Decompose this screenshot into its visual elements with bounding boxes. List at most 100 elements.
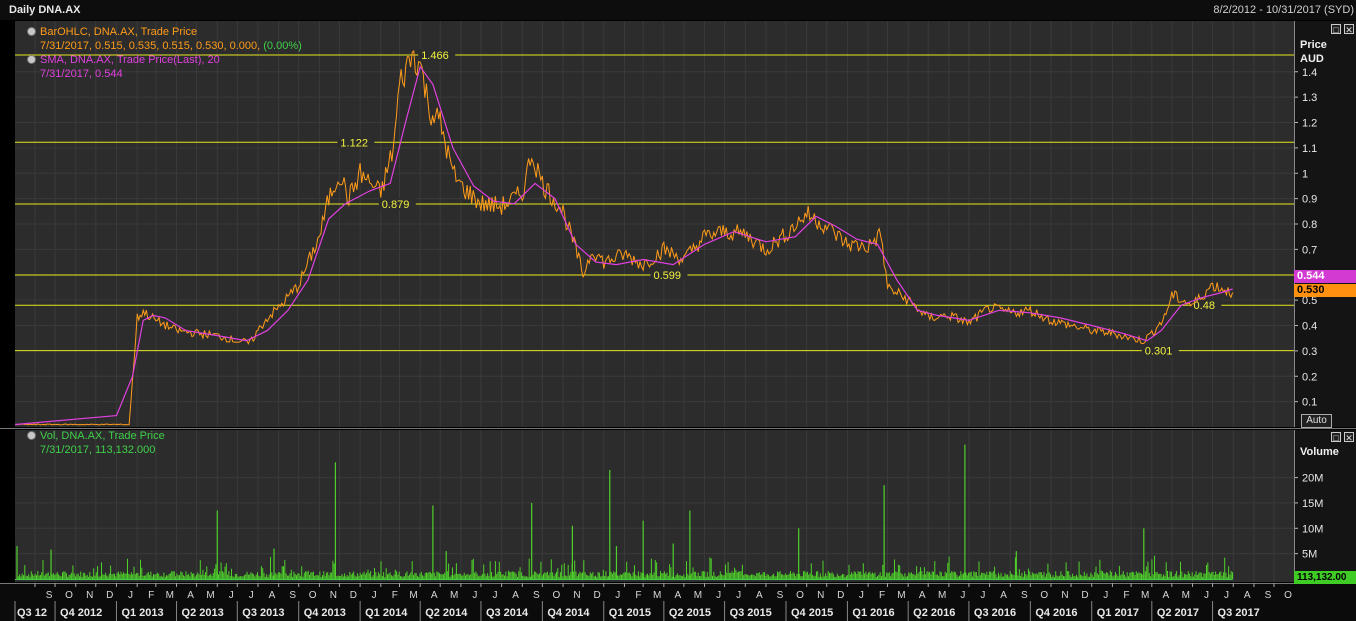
quarter-label: Q2 2015 xyxy=(669,607,711,619)
x-axis-bg xyxy=(0,583,1356,621)
maximize-volume-panel-button[interactable]: □ xyxy=(1331,432,1341,443)
settings-gear-icon[interactable] xyxy=(27,55,36,64)
level-label: 1.122 xyxy=(340,137,368,149)
quarter-label: Q4 2016 xyxy=(1035,607,1077,619)
month-label: N xyxy=(817,590,824,601)
title-bar: Daily DNA.AX 8/2/2012 - 10/31/2017 (SYD) xyxy=(0,0,1356,20)
volume-legend-title[interactable]: Vol, DNA.AX, Trade Price xyxy=(40,430,165,442)
volume-tick-label: 10M xyxy=(1302,523,1323,535)
level-label-bg xyxy=(1190,299,1222,312)
ohlc-values: 7/31/2017, 0.515, 0.535, 0.515, 0.530, 0… xyxy=(40,40,261,52)
month-label: F xyxy=(148,590,154,601)
month-label: O xyxy=(796,590,804,601)
price-axis-unit: AUD xyxy=(1300,53,1324,65)
month-label: J xyxy=(372,590,377,601)
price-tick-label: 1.1 xyxy=(1302,143,1317,155)
sma-legend-detail: 7/31/2017, 0.544 xyxy=(40,68,123,80)
month-label: O xyxy=(1284,590,1292,601)
month-label: J xyxy=(249,590,254,601)
price-axis-title: Price xyxy=(1300,39,1327,51)
month-label: A xyxy=(1162,590,1169,601)
level-label-bg xyxy=(418,49,456,62)
quarter-label: Q4 2014 xyxy=(547,607,590,619)
ohlc-legend-detail: 7/31/2017, 0.515, 0.535, 0.515, 0.530, 0… xyxy=(40,40,302,53)
month-label: J xyxy=(615,590,620,601)
auto-scale-button[interactable]: Auto xyxy=(1301,414,1332,428)
price-tick-label: 0.9 xyxy=(1302,194,1317,206)
month-label: A xyxy=(1244,590,1251,601)
month-label: N xyxy=(86,590,93,601)
month-label: D xyxy=(837,590,844,601)
quarter-label: Q1 2015 xyxy=(609,607,651,619)
quarter-label: Q3 12 xyxy=(17,607,47,619)
date-range[interactable]: 8/2/2012 - 10/31/2017 (SYD) xyxy=(1213,4,1354,16)
quarter-label: Q1 2013 xyxy=(121,607,163,619)
level-label-bg xyxy=(337,136,375,149)
month-label: M xyxy=(653,590,661,601)
window-title: Daily DNA.AX xyxy=(9,4,81,16)
month-label: S xyxy=(289,590,296,601)
month-label: J xyxy=(492,590,497,601)
month-label: D xyxy=(1081,590,1088,601)
month-label: S xyxy=(1265,590,1272,601)
settings-gear-icon[interactable] xyxy=(27,431,36,440)
ohlc-legend-title[interactable]: BarOHLC, DNA.AX, Trade Price xyxy=(40,26,198,38)
month-label: M xyxy=(897,590,905,601)
price-tick-label: 0.3 xyxy=(1302,346,1317,358)
month-label: A xyxy=(756,590,763,601)
price-tick-label: 0.4 xyxy=(1302,321,1317,333)
month-label: F xyxy=(392,590,398,601)
level-label: 0.879 xyxy=(382,199,410,211)
month-label: J xyxy=(1103,590,1108,601)
month-label: O xyxy=(552,590,560,601)
month-label: A xyxy=(919,590,926,601)
price-tick-label: 0.1 xyxy=(1302,397,1317,409)
month-label: J xyxy=(229,590,234,601)
level-label: 1.466 xyxy=(421,50,449,62)
quarter-label: Q2 2017 xyxy=(1157,607,1199,619)
month-label: A xyxy=(1000,590,1007,601)
ohlc-change: (0.00%) xyxy=(263,40,302,52)
quarter-label: Q3 2013 xyxy=(242,607,284,619)
month-label: M xyxy=(206,590,214,601)
month-label: J xyxy=(1204,590,1209,601)
month-label: M xyxy=(938,590,946,601)
quarter-label: Q4 2012 xyxy=(60,607,102,619)
month-label: J xyxy=(716,590,721,601)
month-label: O xyxy=(309,590,317,601)
month-label: A xyxy=(269,590,276,601)
quarter-label: Q2 2016 xyxy=(913,607,955,619)
month-label: A xyxy=(512,590,519,601)
quarter-label: Q2 2014 xyxy=(425,607,468,619)
month-label: M xyxy=(694,590,702,601)
month-label: N xyxy=(1061,590,1068,601)
sma-legend-title[interactable]: SMA, DNA.AX, Trade Price(Last), 20 xyxy=(40,54,220,66)
quarter-label: Q3 2014 xyxy=(486,607,529,619)
level-label: 0.301 xyxy=(1145,346,1173,358)
close-volume-panel-button[interactable]: ✕ xyxy=(1344,432,1354,443)
month-label: M xyxy=(409,590,417,601)
price-tick-label: 1.3 xyxy=(1302,92,1317,104)
settings-gear-icon[interactable] xyxy=(27,27,36,36)
price-tick-label: 0.8 xyxy=(1302,219,1317,231)
sma-line xyxy=(14,65,1233,426)
close-price-panel-button[interactable]: ✕ xyxy=(1344,24,1354,35)
month-label: M xyxy=(450,590,458,601)
month-label: S xyxy=(777,590,784,601)
quarter-label: Q3 2015 xyxy=(730,607,772,619)
price-tick-label: 1.4 xyxy=(1302,67,1317,79)
month-label: J xyxy=(736,590,741,601)
month-label: O xyxy=(1040,590,1048,601)
month-label: J xyxy=(472,590,477,601)
month-label: S xyxy=(46,590,53,601)
quarter-label: Q2 2013 xyxy=(182,607,224,619)
quarter-label: Q1 2014 xyxy=(365,607,408,619)
maximize-price-panel-button[interactable]: □ xyxy=(1331,24,1341,35)
price-tick-label: 0.5 xyxy=(1302,295,1317,307)
month-label: N xyxy=(573,590,580,601)
quarter-label: Q1 2016 xyxy=(852,607,894,619)
month-label: F xyxy=(879,590,885,601)
price-axis-bg xyxy=(1294,21,1356,427)
